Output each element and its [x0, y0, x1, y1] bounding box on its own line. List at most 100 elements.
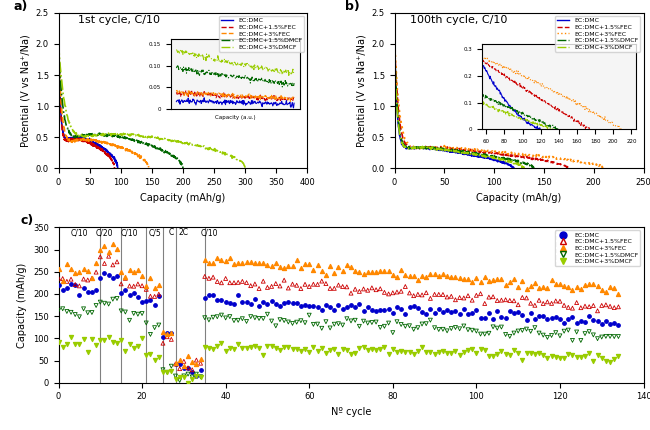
Point: [392, 273, 402, 280]
Point: [250, 260, 260, 267]
Legend: EC:DMC, EC:DMC+1.5%FEC, EC:DMC+3%FEC, EC:DMC+1.5%DMCF, EC:DMC+3%DMCF: EC:DMC, EC:DMC+1.5%FEC, EC:DMC+3%FEC, EC…: [555, 16, 640, 52]
Point: [588, 280, 599, 287]
Point: [530, 324, 540, 331]
Point: [308, 344, 318, 351]
Text: a): a): [14, 0, 28, 13]
Point: [571, 284, 582, 291]
Point: [283, 285, 294, 292]
Point: [275, 316, 285, 323]
Point: [421, 289, 432, 296]
Point: [396, 321, 406, 328]
Point: [287, 262, 298, 269]
Point: [317, 325, 327, 332]
Point: [454, 351, 465, 358]
Point: [86, 275, 97, 282]
Point: [509, 310, 519, 316]
Point: [258, 278, 268, 285]
Point: [551, 281, 561, 288]
Point: [300, 260, 310, 267]
Point: [408, 326, 419, 333]
Point: [492, 351, 502, 358]
Point: [74, 269, 85, 276]
Point: [488, 323, 499, 330]
Point: [571, 353, 582, 360]
Point: [287, 281, 298, 288]
Point: [437, 291, 448, 298]
Point: [66, 276, 76, 283]
Point: [287, 320, 298, 327]
Point: [601, 318, 611, 325]
Point: [484, 309, 494, 316]
Point: [609, 319, 619, 326]
Point: [358, 270, 369, 277]
Point: [203, 344, 214, 351]
Point: [216, 296, 227, 303]
Point: [605, 303, 616, 310]
Point: [371, 286, 382, 293]
Point: [133, 343, 143, 350]
Point: [442, 350, 452, 356]
Point: [387, 345, 398, 352]
Point: [79, 276, 89, 283]
Point: [241, 279, 252, 286]
Point: [375, 324, 385, 331]
Point: [233, 292, 243, 298]
Point: [417, 308, 427, 315]
Point: [300, 345, 310, 352]
Point: [129, 345, 139, 352]
Point: [124, 317, 135, 324]
Point: [559, 319, 569, 326]
Point: [350, 286, 360, 293]
Point: [320, 349, 331, 356]
Point: [266, 283, 277, 290]
Point: [141, 319, 151, 326]
Point: [287, 300, 298, 307]
Point: [229, 346, 239, 353]
Point: [554, 298, 565, 305]
Point: [551, 313, 561, 320]
Point: [571, 319, 582, 326]
Point: [525, 328, 536, 335]
Point: [250, 342, 260, 349]
Text: C/20: C/20: [96, 228, 113, 237]
Point: [162, 333, 172, 340]
Point: [287, 346, 298, 353]
Point: [191, 372, 202, 379]
Point: [425, 348, 436, 355]
Point: [404, 289, 415, 296]
Point: [150, 301, 160, 308]
Point: [597, 302, 607, 309]
Point: [258, 315, 268, 322]
Point: [484, 352, 494, 359]
Point: [99, 300, 110, 307]
Point: [434, 273, 444, 280]
Text: b): b): [344, 0, 359, 13]
Point: [237, 278, 248, 285]
Point: [208, 274, 218, 281]
Point: [463, 326, 473, 333]
Point: [74, 341, 85, 348]
Point: [367, 268, 377, 275]
Point: [446, 325, 456, 332]
Y-axis label: Potential (V vs Na⁺/Na): Potential (V vs Na⁺/Na): [20, 34, 30, 147]
Point: [571, 329, 582, 335]
Point: [262, 262, 272, 269]
Point: [145, 331, 155, 338]
Point: [333, 264, 344, 271]
Point: [592, 335, 603, 342]
Point: [404, 272, 415, 279]
Point: [392, 289, 402, 295]
Point: [576, 318, 586, 325]
Point: [609, 304, 619, 311]
Point: [584, 328, 594, 335]
Point: [283, 298, 294, 305]
Point: [400, 348, 411, 355]
Point: [275, 302, 285, 309]
Point: [191, 373, 202, 380]
Point: [384, 351, 394, 358]
Point: [475, 290, 486, 297]
Point: [425, 295, 436, 302]
Point: [500, 296, 511, 303]
Point: [547, 314, 557, 321]
Point: [291, 345, 302, 352]
